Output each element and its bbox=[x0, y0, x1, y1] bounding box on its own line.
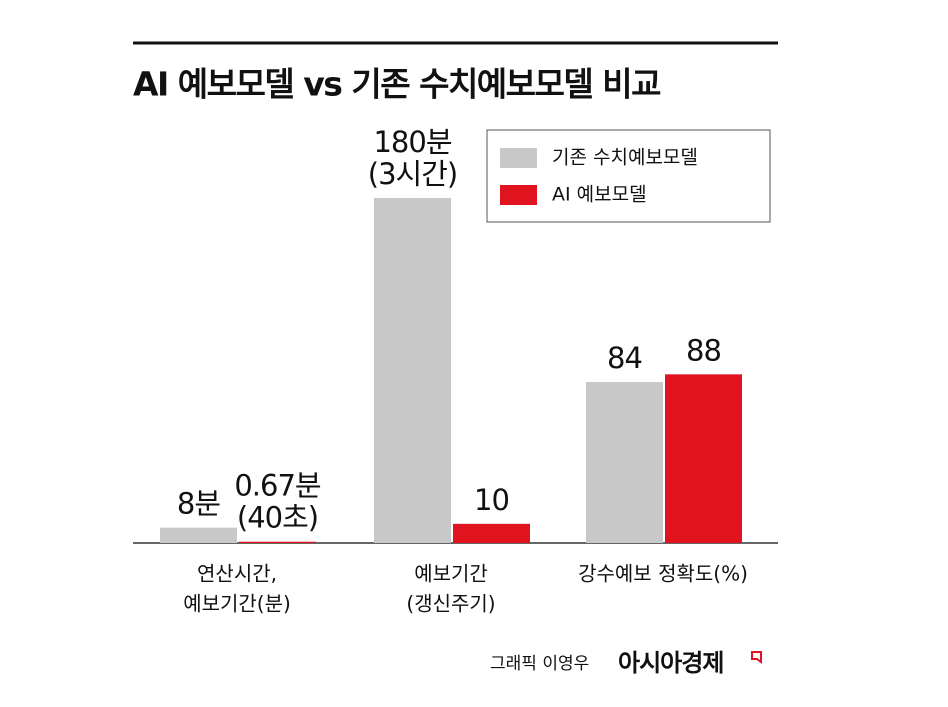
value-label: 10 bbox=[474, 483, 509, 517]
x-tick-label: 강수예보 정확도(%) bbox=[578, 562, 748, 586]
bar bbox=[665, 374, 742, 543]
value-label: 88 bbox=[686, 333, 721, 367]
x-tick-label: 예보기간 bbox=[414, 562, 488, 586]
bar bbox=[239, 541, 316, 543]
x-tick-label: 연산시간, bbox=[197, 562, 277, 586]
legend-swatch bbox=[500, 148, 537, 168]
x-tick-label: 예보기간(분) bbox=[183, 592, 291, 616]
value-label: 8분 bbox=[177, 487, 220, 521]
legend-swatch bbox=[500, 185, 537, 205]
legend-label: 기존 수치예보모델 bbox=[552, 147, 698, 169]
legend-box bbox=[486, 129, 771, 223]
value-label: (40초) bbox=[237, 501, 318, 535]
value-label: 84 bbox=[607, 341, 642, 375]
x-tick-label: (갱신주기) bbox=[406, 592, 495, 616]
credit: 그래픽 이영우 bbox=[490, 654, 589, 674]
bar bbox=[160, 527, 237, 543]
legend-label: AI 예보모델 bbox=[552, 184, 647, 206]
source-logo: 아시아경제 bbox=[618, 649, 723, 677]
value-label: 180분 bbox=[373, 125, 451, 159]
bar bbox=[586, 382, 663, 543]
bar bbox=[374, 198, 451, 543]
value-label: (3시간) bbox=[368, 157, 457, 191]
value-label: 0.67분 bbox=[234, 469, 321, 503]
chart-title: AI 예보모델 vs 기존 수치예보모델 비교 bbox=[133, 65, 661, 104]
bar bbox=[453, 523, 530, 543]
logo-icon bbox=[751, 651, 762, 664]
